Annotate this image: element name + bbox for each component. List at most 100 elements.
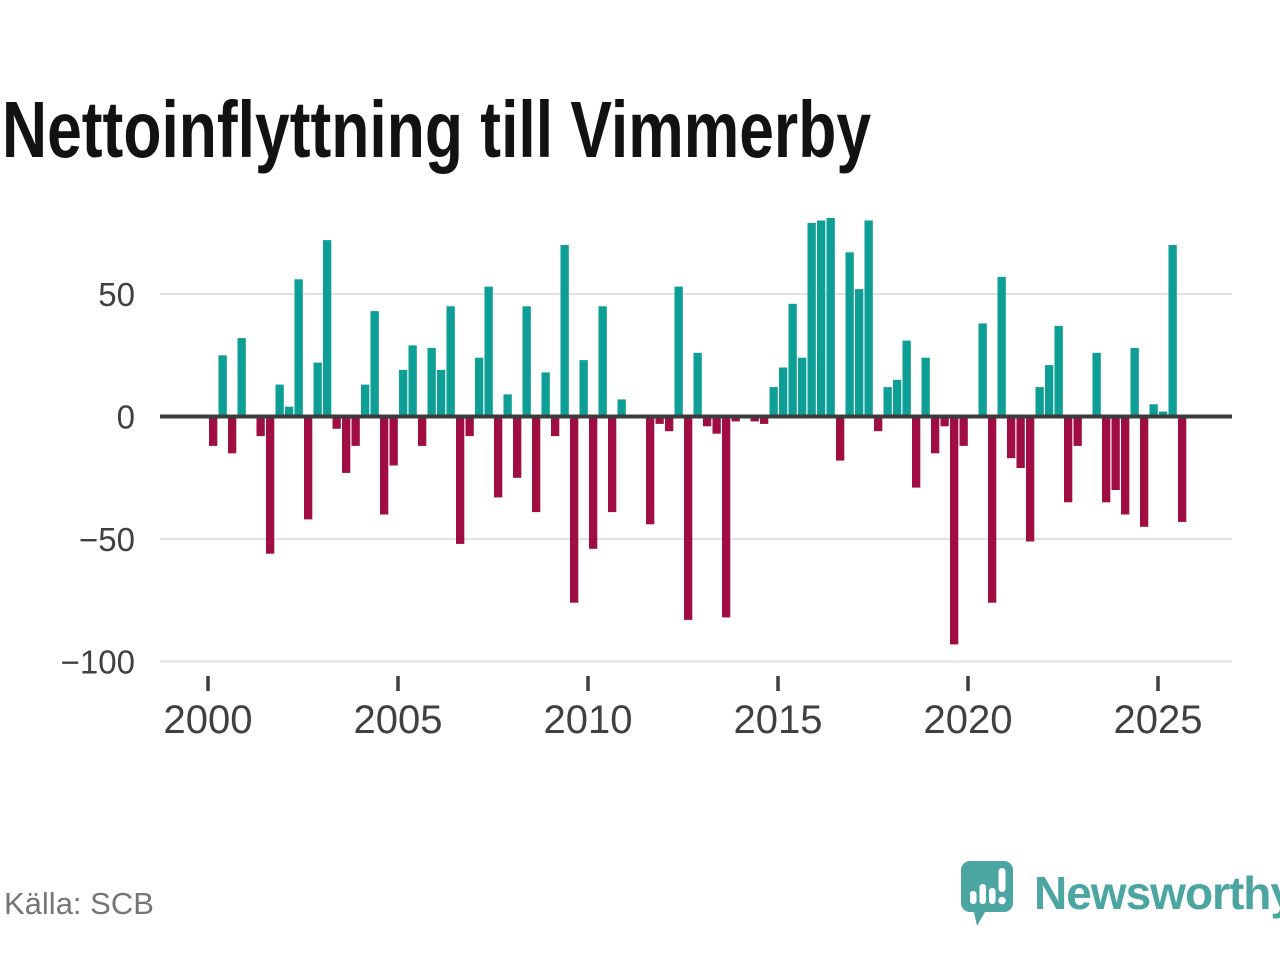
bar-2003Q3 [342,416,351,473]
bar-2022Q2 [1054,325,1063,417]
bar-2016Q1 [817,220,826,417]
y-tick-label-50: 50 [98,276,135,313]
bar-2019Q2 [940,416,949,427]
bar-2007Q4 [503,394,512,417]
logo-exclamation-bar [998,868,1006,892]
bar-2008Q2 [522,306,531,417]
bar-2000Q1 [209,416,218,446]
bar-2021Q2 [1016,416,1025,468]
bar-2012Q1 [665,416,674,432]
bar-2001Q4 [275,384,284,417]
bar-2024Q3 [1140,416,1149,527]
bar-2000Q3 [228,416,237,454]
bar-2021Q4 [1035,387,1044,417]
bar-2007Q1 [475,357,484,417]
x-tick-label-2005: 2005 [354,698,443,742]
x-tick-label-2000: 2000 [164,698,253,742]
y-tick-label-0: 0 [117,399,135,436]
bar-2004Q4 [389,416,398,466]
bar-2015Q2 [788,303,797,417]
bar-2012Q4 [693,352,702,417]
bar-2003Q1 [323,240,332,417]
bar-2002Q4 [313,362,322,417]
bar-2007Q3 [494,416,503,498]
bar-2017Q1 [855,289,864,417]
bar-2009Q2 [560,245,569,417]
bar-2005Q1 [399,369,408,417]
bar-2000Q4 [237,338,246,417]
bar-2012Q3 [684,416,693,620]
bar-2010Q4 [617,399,626,417]
bar-2020Q4 [997,276,1006,417]
x-tick-label-2020: 2020 [924,698,1013,742]
bar-2020Q3 [988,416,997,603]
bar-2011Q3 [646,416,655,525]
bar-2016Q2 [826,218,835,417]
bar-2015Q4 [807,222,816,417]
bar-2009Q3 [570,416,579,603]
bar-2010Q1 [589,416,598,549]
bar-2008Q1 [513,416,522,478]
bar-2019Q1 [931,416,940,454]
x-tick-label-2010: 2010 [544,698,633,742]
bar-2014Q3 [760,416,769,424]
source-label: Källa: SCB [4,886,154,921]
bar-2005Q2 [408,345,417,417]
bar-2023Q4 [1111,416,1120,490]
bar-2022Q1 [1045,365,1054,417]
y-tick-label--100: −100 [61,644,135,681]
bar-2010Q3 [608,416,617,513]
bar-2015Q3 [798,357,807,417]
bar-2024Q1 [1121,416,1130,515]
newsworthy-icon [961,861,1013,926]
bar-2023Q2 [1092,352,1101,417]
bar-2021Q1 [1007,416,1016,459]
bar-2020Q2 [978,323,987,417]
bar-2006Q2 [446,306,455,417]
x-tick-label-2025: 2025 [1114,698,1203,742]
bar-2004Q1 [361,384,370,417]
logo-bar-1 [970,891,977,904]
bar-2001Q2 [256,416,265,437]
bar-2024Q2 [1130,347,1139,417]
bar-2001Q3 [266,416,275,554]
bar-2013Q1 [703,416,712,427]
bar-2011Q4 [655,416,664,424]
bar-2018Q4 [921,357,930,417]
bar-2004Q2 [370,311,379,417]
bar-2019Q4 [959,416,968,446]
bar-2002Q3 [304,416,313,520]
bar-2003Q2 [332,416,341,429]
bar-2024Q4 [1149,404,1158,417]
bar-2005Q4 [427,347,436,417]
bar-2008Q4 [541,372,550,417]
bar-2019Q3 [950,416,959,645]
bar-2006Q3 [456,416,465,544]
chart-title: Nettoinflyttning till Vimmerby [2,84,872,174]
bar-2002Q2 [294,279,303,417]
bar-2022Q4 [1073,416,1082,446]
bar-2022Q3 [1064,416,1073,503]
bar-2015Q1 [779,367,788,417]
x-tick-label-2015: 2015 [734,698,823,742]
bar-2000Q2 [218,355,227,417]
y-tick-label--50: −50 [79,521,135,558]
bar-2018Q1 [893,379,902,417]
bar-2025Q1 [1159,411,1168,417]
bar-2023Q3 [1102,416,1111,503]
bar-2017Q2 [864,220,873,417]
bar-2017Q4 [883,387,892,417]
newsworthy-logo: Newsworthy [960,860,1280,928]
bar-2007Q2 [484,286,493,417]
bar-2021Q3 [1026,416,1035,542]
bar-2010Q2 [598,306,607,417]
bar-2025Q2 [1168,245,1177,417]
bar-2012Q2 [674,286,683,417]
logo-bar-2 [979,884,986,904]
bar-2013Q3 [722,416,731,618]
bar-2016Q4 [845,252,854,417]
bar-2018Q2 [902,340,911,417]
logo-exclamation-dot [998,896,1006,905]
bar-2025Q3 [1178,416,1187,522]
bar-2014Q4 [769,387,778,417]
